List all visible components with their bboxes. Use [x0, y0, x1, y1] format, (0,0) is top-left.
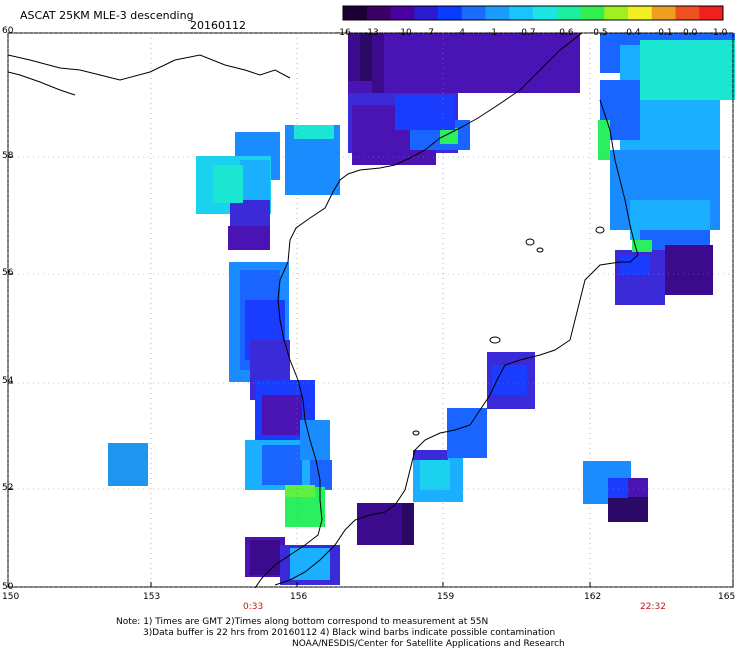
colorbar-segment [699, 6, 724, 20]
scatterometer-swath-data [108, 33, 735, 585]
colorbar-label: -0.7 [518, 28, 536, 38]
colorbar-segment [414, 6, 439, 20]
map-frame [7, 32, 734, 588]
colorbar [342, 5, 724, 21]
swath-cell [372, 33, 384, 93]
swath-cell [402, 503, 414, 545]
swath-cell [250, 540, 280, 575]
coastline-segment [7, 71, 76, 96]
swath-cell [285, 485, 315, 497]
colorbar-label: -0.6 [556, 28, 574, 38]
lon-label-150: 150 [2, 592, 20, 602]
colorbar-segment [461, 6, 486, 20]
swath-cell [492, 365, 527, 395]
swath-cell [300, 420, 330, 460]
colorbar-segment [580, 6, 605, 20]
swath-cell [213, 165, 243, 203]
swath-cell [228, 226, 270, 250]
colorbar-segment [366, 6, 391, 20]
swath-cell [665, 245, 713, 295]
colorbar-label: -16 [336, 28, 351, 38]
coastline-segment [274, 99, 639, 586]
swath-cell [608, 497, 648, 522]
lon-label-165: 165 [718, 592, 736, 602]
note-line-1: Note: 1) Times are GMT 2)Times along bot… [116, 617, 489, 627]
coastline [7, 32, 639, 589]
coastline-segment [254, 32, 583, 589]
swath-cell [360, 33, 372, 81]
colorbar-label: -7 [425, 28, 434, 38]
swath-cell [395, 95, 455, 130]
lat-label-58: 58 [2, 151, 14, 161]
colorbar-label: -1 [488, 28, 497, 38]
swath-cell [598, 120, 610, 160]
island [412, 430, 420, 436]
swath-cell [290, 548, 330, 580]
swath-cell [262, 445, 302, 485]
swath-cell [608, 478, 628, 498]
colorbar-segment [556, 6, 581, 20]
time-label-right: 22:32 [640, 602, 666, 612]
colorbar-segment [651, 6, 676, 20]
island [489, 336, 501, 344]
island [595, 226, 605, 234]
swath-cell [640, 40, 735, 100]
colorbar-label: -0.5 [590, 28, 608, 38]
colorbar-segment [343, 6, 368, 20]
colorbar-segment [390, 6, 415, 20]
swath-cell [620, 255, 650, 275]
colorbar-segment [509, 6, 534, 20]
colorbar-segment [628, 6, 653, 20]
colorbar-label: -13 [364, 28, 379, 38]
swath-cell [632, 240, 652, 252]
colorbar-label: 1.0 [713, 28, 728, 38]
colorbar-label: -0.1 [655, 28, 673, 38]
lat-label-54: 54 [2, 376, 14, 386]
lat-label-60: 60 [2, 26, 14, 36]
coastline-segment [7, 54, 291, 81]
lon-label-156: 156 [290, 592, 308, 602]
map-border [7, 32, 734, 588]
note-line-3: NOAA/NESDIS/Center for Satellite Applica… [292, 639, 565, 649]
swath-cell [108, 443, 148, 486]
lon-label-159: 159 [437, 592, 455, 602]
island [536, 247, 544, 253]
island [525, 238, 535, 246]
lon-label-162: 162 [584, 592, 602, 602]
time-label-left: 0:33 [243, 602, 264, 612]
swath-cell [413, 450, 448, 460]
swath-cell [447, 408, 487, 458]
colorbar-label: 0.0 [683, 28, 698, 38]
colorbar-segment [533, 6, 558, 20]
colorbar-segment [604, 6, 629, 20]
map-title: ASCAT 25KM MLE-3 descending [20, 9, 194, 22]
colorbar-segment [675, 6, 700, 20]
colorbar-segment [438, 6, 463, 20]
swath-cell [310, 460, 332, 490]
note-line-2: 3)Data buffer is 22 hrs from 20160112 4)… [143, 628, 556, 638]
swath-cell [348, 33, 580, 93]
colorbar-label: -10 [397, 28, 412, 38]
colorbar-label: -4 [456, 28, 465, 38]
swath-cell [420, 460, 450, 490]
swath-cell [294, 125, 334, 139]
swath-cell [348, 33, 360, 81]
swath-cell [440, 128, 458, 144]
map-date: 20160112 [190, 19, 246, 32]
colorbar-segment [485, 6, 510, 20]
colorbar-border [342, 5, 724, 21]
lat-label-50: 50 [2, 582, 14, 592]
colorbar-label: -0.4 [623, 28, 641, 38]
lat-label-52: 52 [2, 483, 14, 493]
lon-label-153: 153 [143, 592, 161, 602]
lat-label-56: 56 [2, 268, 14, 278]
swath-cell [720, 40, 735, 70]
swath-cell [262, 395, 302, 435]
